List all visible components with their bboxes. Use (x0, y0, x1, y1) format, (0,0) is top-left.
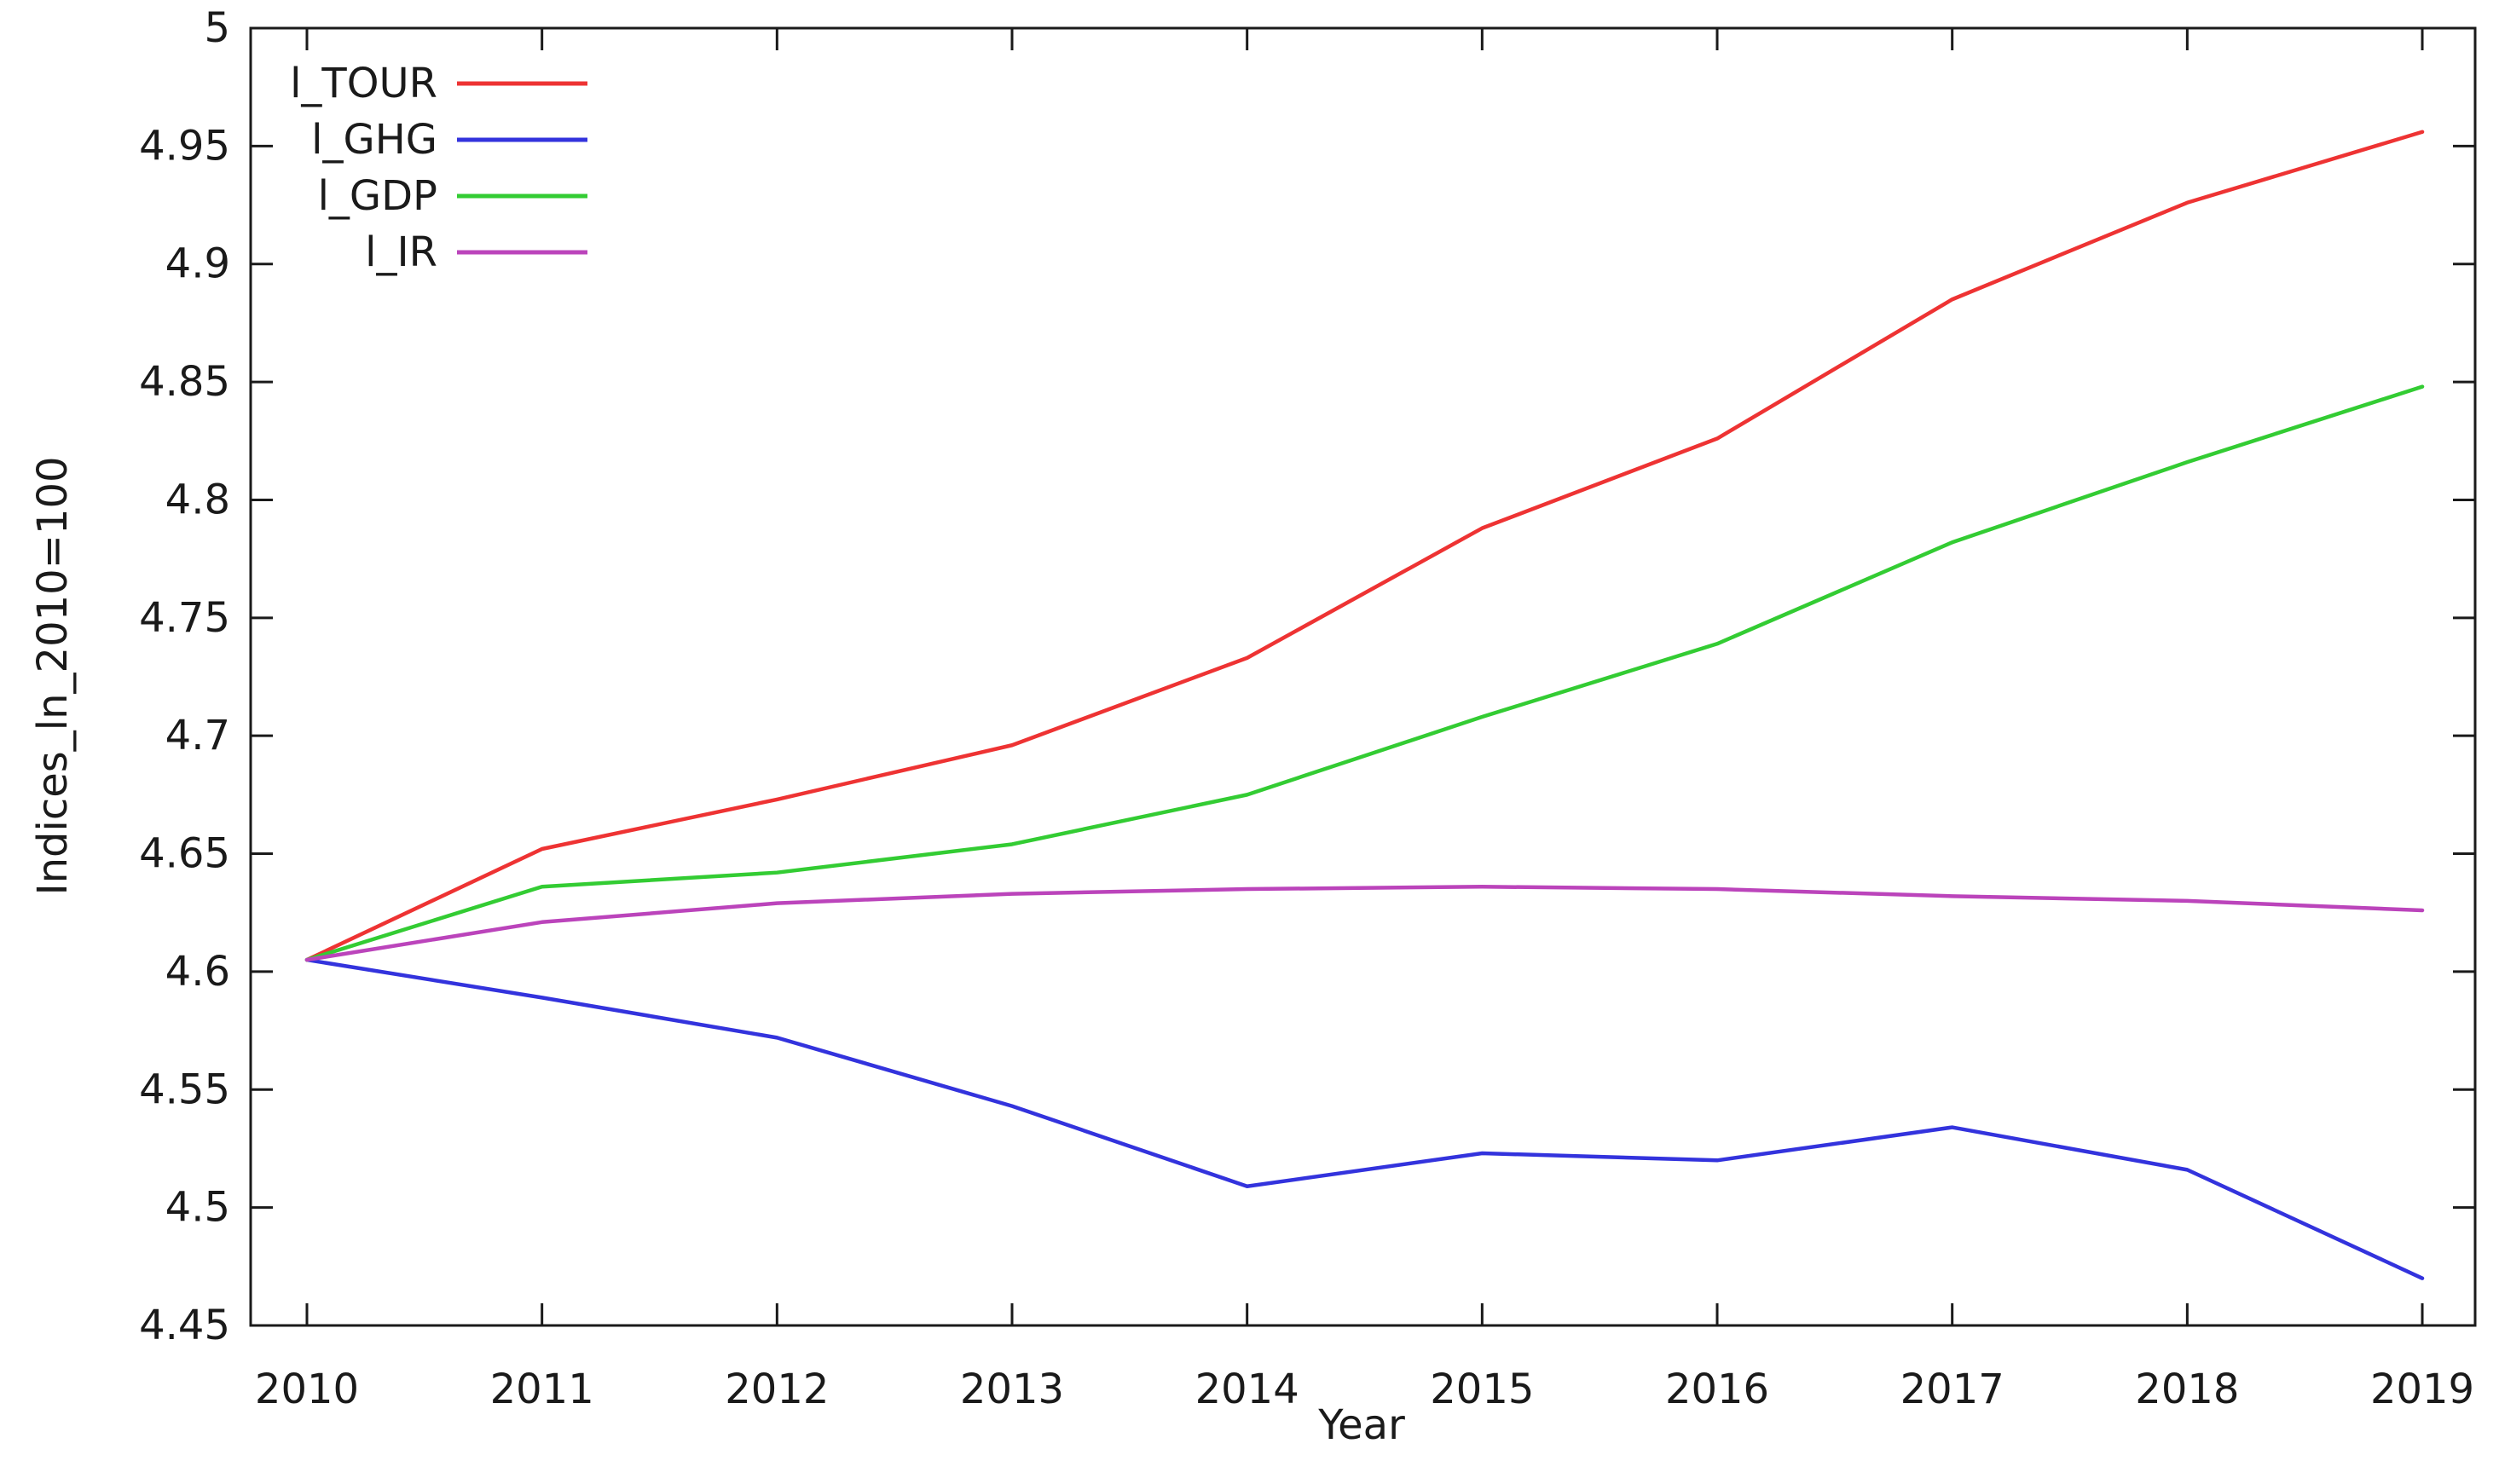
legend-label-l_TOUR: l_TOUR (290, 60, 437, 107)
series-line-l_TOUR (304, 130, 2425, 962)
legend-label-l_GDP: l_GDP (318, 172, 437, 220)
y-tick-label: 4.7 (165, 712, 230, 759)
x-tick-label: 2012 (725, 1366, 829, 1413)
x-tick-label: 2010 (255, 1366, 359, 1413)
x-tick-label: 2013 (960, 1366, 1064, 1413)
y-axis-title: Indices_ln_2010=100 (29, 456, 77, 896)
y-tick-label: 5 (204, 4, 230, 52)
y-tick-label: 4.45 (139, 1302, 230, 1349)
plot-border (249, 26, 2477, 1327)
y-tick-label: 4.55 (139, 1065, 230, 1113)
y-tick-label: 4.75 (139, 594, 230, 642)
series-line-l_IR (304, 885, 2425, 962)
legend-label-l_GHG: l_GHG (311, 116, 437, 164)
x-tick-label: 2016 (1665, 1366, 1769, 1413)
y-tick-label: 4.95 (139, 122, 230, 170)
y-tick-label: 4.85 (139, 358, 230, 406)
x-tick-label: 2017 (1900, 1366, 2004, 1413)
y-tick-label: 4.6 (165, 948, 230, 996)
series-line-l_GHG (304, 957, 2425, 1280)
series-line-l_GDP (304, 384, 2425, 962)
y-tick-label: 4.8 (165, 476, 230, 523)
x-axis-title: Year (1318, 1401, 1405, 1449)
legend-label-l_IR: l_IR (365, 228, 437, 276)
x-tick-label: 2019 (2370, 1366, 2474, 1413)
x-tick-label: 2015 (1430, 1366, 1534, 1413)
x-tick-label: 2014 (1195, 1366, 1299, 1413)
x-tick-label: 2011 (490, 1366, 594, 1413)
y-tick-label: 4.5 (165, 1184, 230, 1232)
x-tick-label: 2018 (2135, 1366, 2239, 1413)
y-tick-label: 4.9 (165, 240, 230, 288)
y-tick-label: 4.65 (139, 830, 230, 878)
